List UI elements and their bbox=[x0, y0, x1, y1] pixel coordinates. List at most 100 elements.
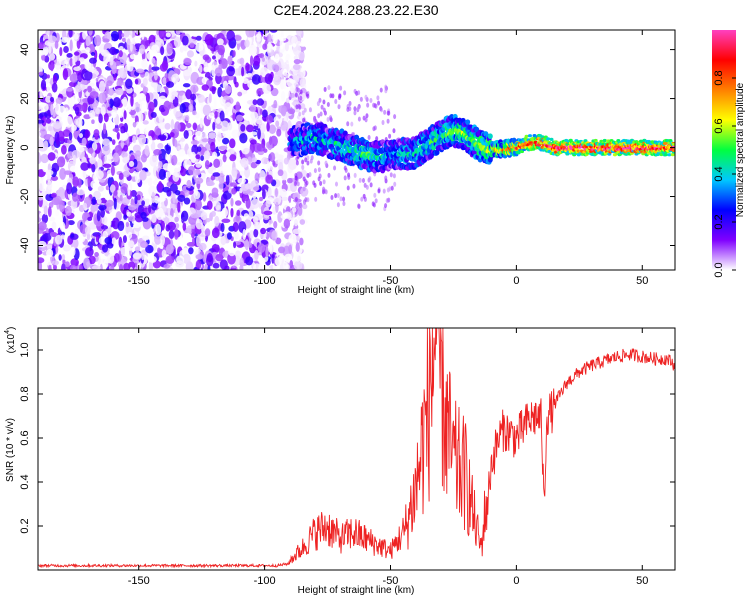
spectrogram-cell bbox=[199, 242, 207, 251]
spectrogram-cell bbox=[141, 58, 148, 69]
spectrogram-cell bbox=[69, 57, 73, 67]
spectrogram-cell bbox=[148, 101, 155, 112]
spectrogram-cell bbox=[38, 233, 41, 241]
spectrogram-cell bbox=[50, 62, 54, 72]
colorbar-scale bbox=[712, 30, 736, 270]
spectrogram-cell bbox=[295, 87, 299, 93]
spectrogram-cell bbox=[284, 253, 293, 263]
spectrogram-cell bbox=[336, 202, 340, 208]
spectrogram-cell bbox=[249, 55, 254, 67]
spectrogram-cell bbox=[132, 135, 137, 144]
spectrogram-cell bbox=[289, 79, 296, 84]
spectrogram-cell bbox=[49, 53, 56, 61]
spectrogram-cell bbox=[272, 160, 276, 166]
spectrogram-cell bbox=[121, 151, 128, 159]
spectrogram-cell bbox=[110, 263, 115, 270]
spectrogram-cell bbox=[313, 182, 317, 188]
spectrogram-cell bbox=[348, 101, 352, 107]
spectrogram-cell bbox=[69, 165, 78, 173]
snr-x-axis: -150 -100 -50 0 50 bbox=[128, 328, 648, 587]
spectrogram-cell bbox=[63, 46, 69, 53]
spectrogram-cell bbox=[229, 182, 238, 187]
spectrogram-cell bbox=[151, 44, 160, 53]
spectrogram-cell bbox=[110, 30, 120, 42]
spectrogram-cell bbox=[141, 30, 145, 40]
y-tick-label: 0.4 bbox=[19, 474, 31, 489]
spectrogram-cell bbox=[48, 35, 57, 43]
spectrogram-cell bbox=[253, 186, 260, 191]
spectrogram-cell bbox=[334, 99, 338, 105]
spectrogram-cell bbox=[273, 220, 278, 229]
spectrogram-cell bbox=[322, 179, 326, 185]
spectrogram-cell bbox=[148, 204, 152, 214]
x-tick-label: -100 bbox=[254, 275, 276, 287]
spectrogram-cell bbox=[118, 50, 123, 58]
spectrogram-cell bbox=[102, 154, 112, 166]
spectrogram-cell bbox=[299, 95, 303, 101]
spectrogram-cell bbox=[69, 96, 76, 107]
spectrogram-cell bbox=[293, 58, 301, 65]
spectrogram-cell bbox=[41, 54, 46, 61]
spectrogram-cell bbox=[38, 257, 45, 264]
spectrogram-cell bbox=[316, 101, 320, 107]
spectrogram-cell bbox=[94, 49, 98, 60]
spectrogram-cell bbox=[352, 183, 356, 189]
spectrogram-cell bbox=[87, 175, 91, 188]
spectrogram-cell bbox=[144, 145, 150, 157]
spectrogram-cell bbox=[229, 154, 237, 162]
spectrogram-cell bbox=[248, 242, 253, 248]
spectrogram-cell bbox=[292, 207, 297, 213]
spectrogram-cell bbox=[280, 107, 287, 117]
spectrogram-cell bbox=[125, 221, 130, 228]
spectrogram-cell bbox=[177, 194, 186, 202]
spectrogram-cell bbox=[72, 192, 79, 202]
spectrogram-cell bbox=[177, 201, 181, 213]
spectrogram-cell bbox=[524, 134, 529, 138]
spectrogram-cell bbox=[56, 156, 66, 168]
spectrogram-cell bbox=[95, 170, 104, 180]
spectrogram-cell bbox=[163, 100, 171, 111]
spectrogram-cell bbox=[337, 104, 341, 110]
spectrogram-cell bbox=[164, 72, 169, 79]
spectrogram-cell bbox=[102, 38, 110, 43]
spectrogram-cell bbox=[82, 30, 87, 40]
spectrogram-cell bbox=[38, 139, 45, 150]
spectrogram-cell bbox=[100, 106, 106, 116]
spectrogram-cell bbox=[301, 110, 305, 116]
spectrogram-cell bbox=[252, 192, 257, 199]
spectrogram-cell bbox=[206, 181, 215, 187]
spectrogram-cell bbox=[100, 225, 109, 230]
spectrogram-cell bbox=[230, 267, 237, 270]
spectrogram-cell bbox=[251, 157, 258, 163]
spectrogram-cell bbox=[170, 61, 179, 68]
spectrogram-cell bbox=[239, 265, 244, 270]
spectrogram-cell bbox=[59, 167, 67, 180]
spectrogram-cell bbox=[283, 261, 289, 270]
spectrogram-cell bbox=[295, 242, 300, 252]
spectrogram-cell bbox=[190, 93, 197, 101]
spectrogram-cell bbox=[84, 226, 91, 235]
spectrogram-cell bbox=[68, 132, 73, 141]
spectrogram-cell bbox=[214, 215, 220, 227]
spectrogram-cell bbox=[313, 168, 317, 174]
spectrogram-cell bbox=[359, 96, 363, 102]
spectrogram-cell bbox=[294, 175, 298, 181]
spectrogram-cell bbox=[203, 66, 210, 73]
spectrogram-cell bbox=[294, 253, 302, 262]
spectrogram-cell bbox=[133, 222, 141, 229]
spectrogram-cell bbox=[301, 164, 305, 170]
spectrogram-cell bbox=[362, 115, 366, 121]
spectrogram-cell bbox=[129, 41, 133, 52]
spectrogram-cell bbox=[327, 85, 331, 91]
spectrogram-cell bbox=[226, 232, 232, 240]
spectrogram-cell bbox=[248, 44, 258, 56]
spectrogram-cell bbox=[212, 172, 221, 177]
spectrogram-cell bbox=[192, 31, 198, 37]
spectrogram-cell bbox=[296, 181, 300, 187]
spectrogram-cell bbox=[202, 192, 207, 202]
y-tick-label: 20 bbox=[19, 92, 31, 104]
spectrogram-cell bbox=[266, 160, 271, 173]
spectrogram-cell bbox=[245, 30, 255, 38]
spectrogram-cell bbox=[262, 189, 266, 200]
